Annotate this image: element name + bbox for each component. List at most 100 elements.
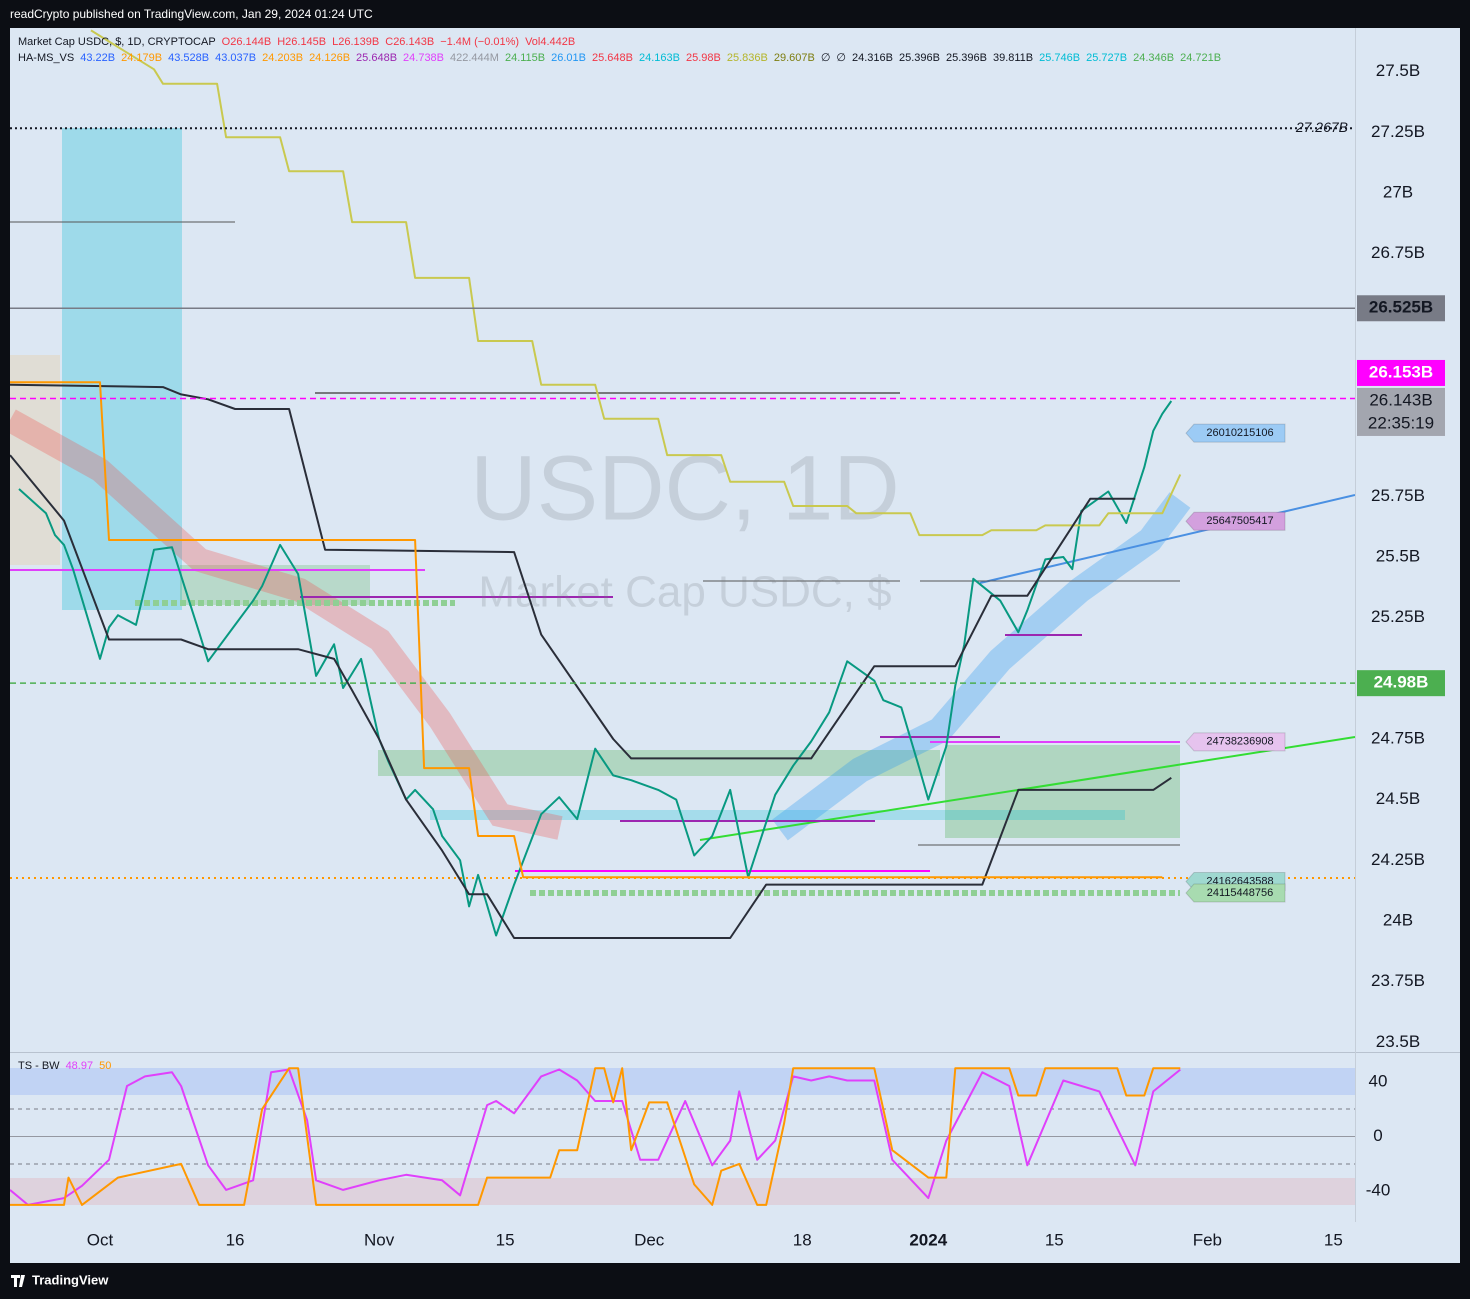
y-tick-label: 0: [1373, 1126, 1382, 1145]
band: [10, 409, 563, 840]
annotation-label: 26010215106: [1206, 427, 1273, 439]
trend-line: [699, 736, 1355, 841]
y-tick-label: 27B: [1383, 182, 1413, 201]
countdown: 22:35:19: [1368, 413, 1434, 432]
annotation-tag: [1185, 511, 1286, 531]
x-tick-label: 15: [1324, 1230, 1343, 1249]
legend-item: 24.346B: [1133, 52, 1174, 64]
oscillator-bands: [10, 1068, 1355, 1205]
legend-item: C26.143B: [385, 36, 434, 48]
last-price-box: [1357, 387, 1445, 436]
legend-value: 48.97: [66, 1060, 94, 1072]
legend-item: −1.4M (−0.01%): [440, 36, 519, 48]
legend-item: 24.163B: [639, 52, 680, 64]
chart-background: [10, 28, 1460, 1263]
legend-item: H26.145B: [277, 36, 326, 48]
watermark: USDC, 1D: [470, 437, 899, 539]
legend-item: ∅: [836, 52, 846, 64]
legend-item: 24.738B: [403, 52, 444, 64]
legend-item: 25.648B: [356, 52, 397, 64]
price-line-box: [1357, 359, 1445, 386]
zone: [378, 750, 940, 776]
y-tick-label: 25.75B: [1371, 486, 1425, 505]
x-tick-label: 15: [1045, 1230, 1064, 1249]
band: [772, 492, 1191, 841]
legend-item: 25.396B: [899, 52, 940, 64]
legend-item: 25.648B: [592, 52, 633, 64]
oscillator-pane: [10, 1067, 1181, 1206]
footer-bar: [10, 1263, 1460, 1299]
legend-item: 25.396B: [946, 52, 987, 64]
x-tick-label: Feb: [1193, 1230, 1222, 1249]
legend-item: HA-MS_VS: [18, 52, 74, 64]
series-line: [90, 29, 1182, 537]
series-line: [10, 454, 1172, 939]
band: [10, 1068, 1355, 1095]
x-tick-label: 2024: [909, 1230, 947, 1249]
y-tick-label: 27.5B: [1376, 61, 1420, 80]
price-line-label: 27.267B: [1295, 119, 1348, 135]
legend-item: L26.139B: [332, 36, 379, 48]
legend-item: 25.746B: [1039, 52, 1080, 64]
price-line-label: 24.98B: [1374, 673, 1429, 692]
annotation-label: 24738236908: [1206, 736, 1273, 748]
legend-item: 29.607B: [774, 52, 815, 64]
annotation-tag: [1185, 883, 1286, 903]
series-line: [10, 381, 1163, 879]
legend-item: 25.836B: [727, 52, 768, 64]
legend-item: 24.721B: [1180, 52, 1221, 64]
legend-item: 43.528B: [168, 52, 209, 64]
zone: [10, 355, 60, 565]
watermark-subtitle: Market Cap USDC, $: [478, 568, 891, 617]
legend-item: 39.811B: [993, 52, 1033, 64]
zone: [430, 810, 1125, 820]
legend-item: Vol4.442B: [525, 36, 575, 48]
legend-item: 422.444M: [450, 52, 499, 64]
y-tick-label: 24.5B: [1376, 789, 1420, 808]
legend-item: 25.98B: [686, 52, 721, 64]
y-tick-label: 40: [1369, 1071, 1388, 1090]
x-tick-label: 16: [226, 1230, 245, 1249]
annotation-label: 25647505417: [1206, 515, 1273, 527]
legend-item: 24.115B: [505, 52, 545, 64]
legend-value: 50: [99, 1060, 111, 1072]
indicator-zones: [10, 128, 1355, 896]
y-tick-label: 23.75B: [1371, 971, 1425, 990]
x-tick-label: 18: [793, 1230, 812, 1249]
y-tick-label: 23.5B: [1376, 1032, 1420, 1051]
legend-item: 43.22B: [80, 52, 115, 64]
axes: 27.5B 27.25B 27B 26.75B 25.75B 25.5B 25.25B 24.…: [87, 61, 1445, 1249]
y-tick-label: 26.75B: [1371, 243, 1425, 262]
legend-item: 24.179B: [121, 52, 162, 64]
y-tick-label: 24.75B: [1371, 728, 1425, 747]
annotation-tag: [1185, 732, 1286, 752]
price-line-label: 26.153B: [1369, 362, 1433, 381]
zone: [180, 565, 370, 605]
legend-item: 24.126B: [309, 52, 350, 64]
legend-item: ∅: [821, 52, 831, 64]
y-tick-label: 25.25B: [1371, 607, 1425, 626]
legend: Market Cap USDC, $, 1D, CRYPTOCAP O26.144…: [18, 36, 1221, 1072]
price-line-label: 26.525B: [1369, 298, 1433, 317]
legend-item: O26.144B: [222, 36, 272, 48]
zone: [62, 128, 182, 610]
x-tick-label: Dec: [634, 1230, 665, 1249]
logo: [11, 1275, 25, 1287]
price-line-box: [1357, 295, 1445, 322]
series-line: [10, 1068, 1181, 1206]
y-tick-label: 25.5B: [1376, 546, 1420, 565]
annotation-tag: [1185, 423, 1286, 443]
publisher: readCrypto published on TradingView.com,…: [10, 7, 373, 21]
legend-item: 43.037B: [215, 52, 256, 64]
x-tick-label: Nov: [364, 1230, 395, 1249]
last-price-label: 26.143B: [1369, 390, 1432, 409]
y-tick-label: 24B: [1383, 910, 1413, 929]
series-line: [10, 1067, 1181, 1206]
x-tick-label: 15: [496, 1230, 515, 1249]
legend-item: 24.203B: [262, 52, 303, 64]
main-pane: 2601021510625647505417247382369082416264…: [10, 29, 1355, 939]
legend-item: Market Cap USDC, $, 1D, CRYPTOCAP: [18, 36, 216, 48]
legend-item: 24.316B: [852, 52, 893, 64]
